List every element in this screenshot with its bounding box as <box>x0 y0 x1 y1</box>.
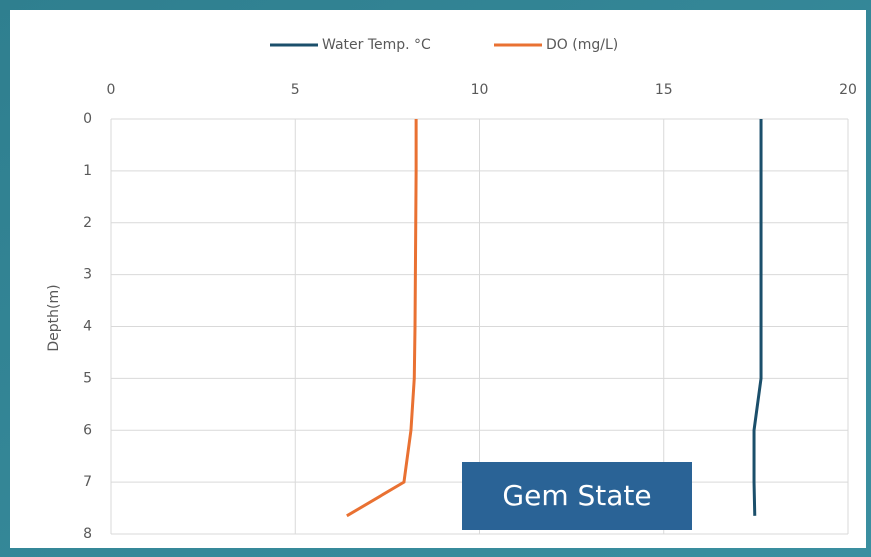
x-tick-label: 0 <box>107 82 116 98</box>
x-tick-label: 20 <box>839 82 857 98</box>
y-tick-label: 3 <box>83 267 92 283</box>
legend-label: Water Temp. °C <box>322 37 431 53</box>
y-tick-label: 0 <box>83 111 92 127</box>
page: Depth(m) 0 5 10 15 20 0 1 2 3 4 5 6 7 8 Water Temp. °C… <box>0 0 871 557</box>
y-tick-label: 6 <box>83 422 92 438</box>
y-tick-label: 8 <box>83 526 92 542</box>
y-axis-label: Depth(m) <box>46 284 62 351</box>
x-tick-label: 15 <box>655 82 673 98</box>
x-tick-label: 5 <box>291 82 300 98</box>
annotation: Gem State <box>502 479 651 512</box>
legend-label: DO (mg/L) <box>546 37 618 53</box>
chart: Depth(m) 0 5 10 15 20 0 1 2 3 4 5 6 7 8 Water Temp. °C… <box>0 0 871 557</box>
x-tick-label: 10 <box>471 82 489 98</box>
chart-area <box>10 10 866 548</box>
y-tick-label: 5 <box>83 370 92 386</box>
y-tick-label: 2 <box>83 215 92 231</box>
y-tick-label: 4 <box>83 319 92 335</box>
y-tick-label: 7 <box>83 474 92 490</box>
y-tick-label: 1 <box>83 163 92 179</box>
